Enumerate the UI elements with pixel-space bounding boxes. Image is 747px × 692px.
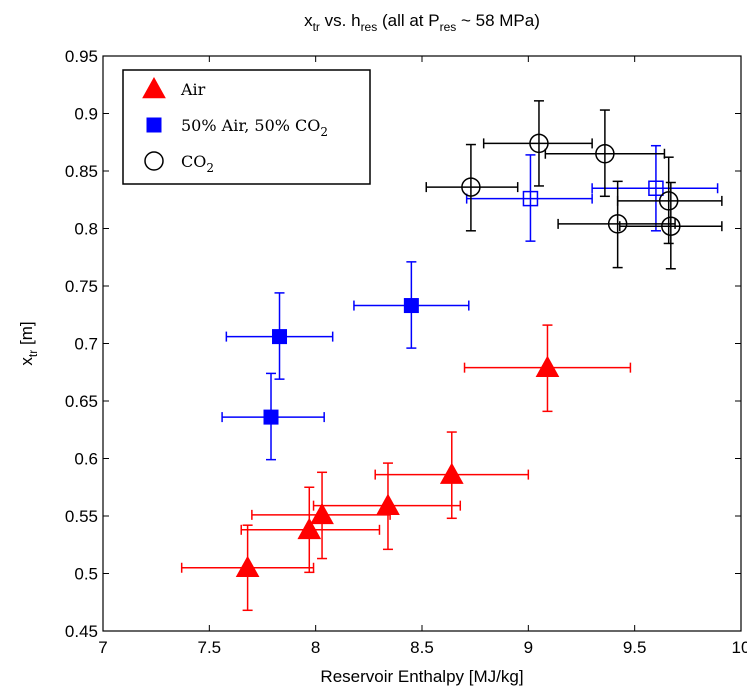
series-group	[221, 261, 470, 461]
subscript-text: 2	[206, 161, 214, 175]
y-tick-label: 0.55	[65, 507, 98, 526]
y-tick-label: 0.65	[65, 392, 98, 411]
data-point-circle-open	[529, 133, 549, 154]
subscript-text: 2	[320, 125, 328, 139]
data-point-circle-open	[607, 214, 628, 234]
y-tick-label: 0.85	[65, 162, 98, 181]
subscript-text: res	[361, 20, 378, 34]
legend-label: 50% Air, 50% CO2	[181, 116, 328, 139]
legend-label: CO2	[181, 152, 214, 175]
x-tick-label: 9	[524, 638, 533, 657]
text-run: vs. h	[320, 11, 361, 30]
data-point-square-open	[648, 180, 664, 196]
data-point-triangle-filled	[297, 517, 322, 540]
y-tick-label: 0.95	[65, 47, 98, 66]
text-run: CO	[181, 152, 206, 171]
text-run: ~ 58 MPa)	[456, 11, 540, 30]
y-tick-label: 0.5	[74, 565, 98, 584]
y-tick-label: 0.8	[74, 220, 98, 239]
x-tick-label: 8.5	[410, 638, 434, 657]
data-point-square-filled	[263, 409, 279, 425]
legend-marker	[144, 151, 164, 171]
text-run: 50% Air, 50% CO	[181, 116, 320, 135]
data-point-circle-open	[461, 177, 481, 197]
y-tick-label: 0.9	[74, 105, 98, 124]
legend-box	[122, 69, 371, 185]
text-run: (all at P	[377, 11, 439, 30]
data-point-square-filled	[403, 298, 419, 314]
data-point-triangle-filled	[376, 493, 400, 515]
x-axis-label: Reservoir Enthalpy [MJ/kg]	[320, 667, 523, 686]
subscript-text: tr	[313, 20, 320, 34]
y-tick-label: 0.7	[74, 335, 98, 354]
series-group	[425, 100, 723, 270]
y-tick-label: 0.75	[65, 277, 98, 296]
plot-layer: 7 7.5 8 8.5 9 9.5 10 0.45 0.5 0.55 0.6 0.65 0.7 0.75 0…	[17, 11, 747, 686]
legend-marker	[146, 117, 162, 133]
data-point-square-open	[522, 190, 539, 207]
text-run: Air	[180, 80, 206, 99]
legend-label: Air	[180, 80, 206, 99]
data-point-circle-open	[661, 216, 681, 236]
chart-title: xtr vs. hres (all at Pres ~ 58 MPa)	[304, 11, 540, 34]
text-run: x	[304, 11, 313, 30]
data-point-triangle-filled	[235, 555, 260, 578]
data-point-circle-open	[658, 191, 679, 211]
x-tick-label: 7	[98, 638, 107, 657]
data-point-triangle-filled	[439, 462, 464, 484]
series-group	[180, 324, 632, 612]
x-tick-label: 8	[311, 638, 320, 657]
legend-marker	[142, 76, 166, 99]
data-point-triangle-filled	[310, 502, 334, 525]
text-run: x	[17, 357, 36, 366]
x-tick-label: 7.5	[198, 638, 222, 657]
series-group	[465, 144, 719, 242]
data-point-square-filled	[272, 329, 288, 345]
y-tick-label: 0.45	[65, 622, 98, 641]
text-run: [m]	[17, 321, 36, 349]
x-tick-label: 9.5	[623, 638, 647, 657]
y-axis-label: xtr [m]	[17, 321, 40, 365]
subscript-text: tr	[26, 350, 40, 357]
x-tick-label: 10	[732, 638, 747, 657]
y-tick-label: 0.6	[74, 450, 98, 469]
data-point-triangle-filled	[535, 355, 560, 377]
data-point-circle-open	[595, 144, 615, 164]
subscript-text: res	[440, 20, 457, 34]
